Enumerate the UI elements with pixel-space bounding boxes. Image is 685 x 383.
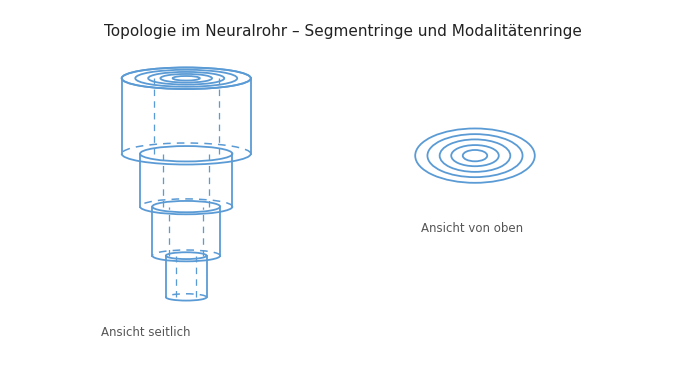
Text: Ansicht von oben: Ansicht von oben <box>421 222 523 235</box>
Text: Topologie im Neuralrohr – Segmentringe und Modalitätenringe: Topologie im Neuralrohr – Segmentringe u… <box>103 23 582 39</box>
Text: Ansicht seitlich: Ansicht seitlich <box>101 326 191 339</box>
